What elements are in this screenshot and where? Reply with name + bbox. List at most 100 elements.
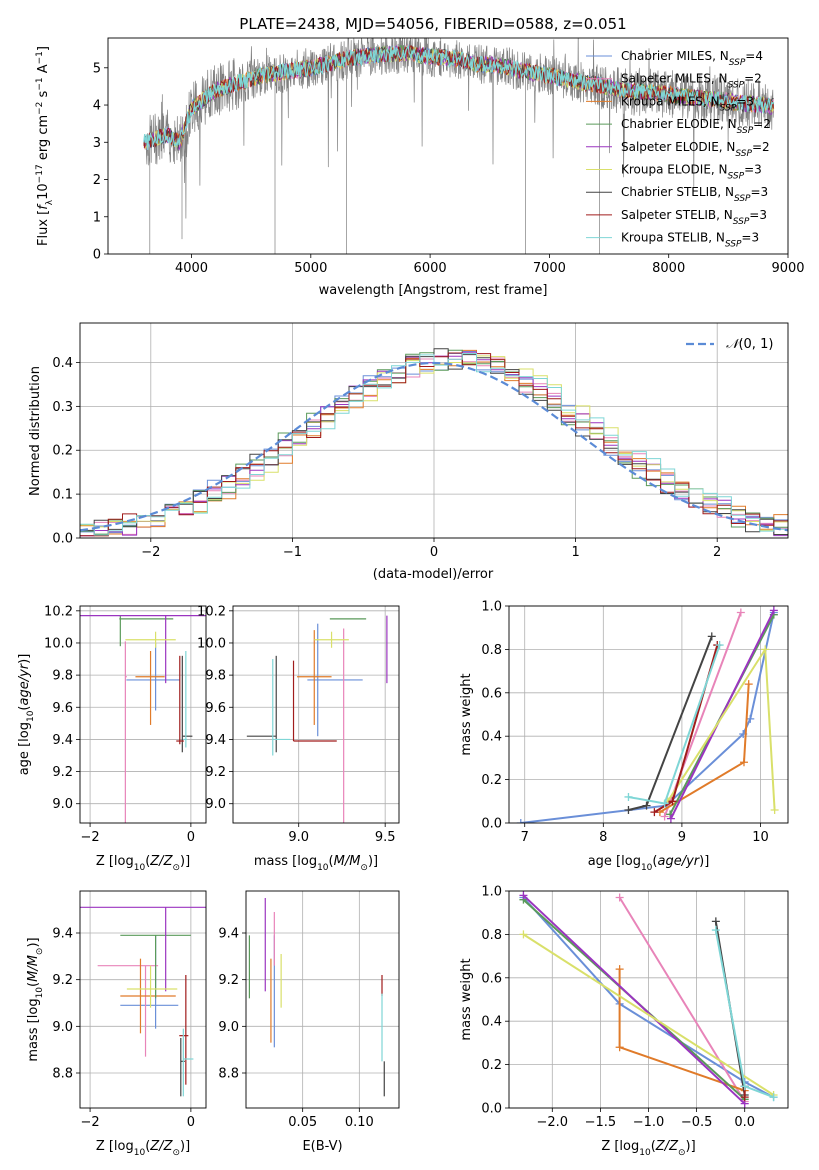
weight-marker xyxy=(666,814,675,823)
y-tick-label: 9.0 xyxy=(218,1020,239,1035)
model-spectrum xyxy=(143,44,775,150)
y-tick-label: 9.4 xyxy=(205,733,226,748)
legend-entry: Chabrier STELIB, NSSP=3 xyxy=(621,185,768,204)
error-bar xyxy=(307,623,363,737)
y-tick-label: 0.3 xyxy=(52,400,73,415)
x-tick-label: 10 xyxy=(752,830,769,845)
weight-marker xyxy=(711,917,720,926)
legend-entry: Chabrier MILES, NSSP=4 xyxy=(621,49,763,68)
weight-marker xyxy=(519,930,528,939)
y-axis-label: mass weight xyxy=(459,958,474,1040)
y-tick-label: 0.4 xyxy=(481,1015,502,1030)
legend-entry: Salpeter STELIB, NSSP=3 xyxy=(621,208,767,227)
y-axis-label: Normed distribution xyxy=(28,366,43,496)
y-tick-label: 3 xyxy=(93,136,101,151)
y-tick-label: 1.0 xyxy=(481,885,502,900)
weight-marker xyxy=(642,801,651,810)
y-axis-label: mass weight xyxy=(459,673,474,755)
residual-histogram xyxy=(80,355,788,531)
y-tick-label: 10.2 xyxy=(44,604,73,619)
legend-entry: Salpeter ELODIE, NSSP=2 xyxy=(621,140,770,159)
x-axis-label: wavelength [Angstrom, rest frame] xyxy=(319,283,548,298)
chart-residuals: −2 −1 0 1 2 0.0 0.1 0.2 0.3 0.4 𝒩(0, 1) (data-model… xyxy=(28,322,789,582)
x-tick-label: −2 xyxy=(141,545,160,560)
x-axis-label: Z [log10(Z/Z⊙)] xyxy=(601,1139,695,1158)
y-tick-label: 0.0 xyxy=(481,1102,502,1117)
error-bar xyxy=(176,655,184,745)
y-tick-label: 9.2 xyxy=(218,973,239,988)
legend-entry: Chabrier ELODIE, NSSP=2 xyxy=(621,117,771,136)
x-tick-label: 9.5 xyxy=(375,830,396,845)
y-tick-label: 9.4 xyxy=(218,927,239,942)
axes-frame xyxy=(79,605,207,824)
weight-marker xyxy=(615,893,624,902)
y-tick-label: 0.0 xyxy=(52,532,73,547)
x-tick-label: 5000 xyxy=(294,261,327,276)
error-bar xyxy=(120,958,176,1034)
x-tick-label: 0 xyxy=(187,830,195,845)
residual-histogram xyxy=(80,353,788,536)
error-bar xyxy=(182,1028,194,1097)
x-tick-label: 9.0 xyxy=(288,830,309,845)
x-tick-label: 0 xyxy=(430,545,438,560)
chart-mass-vs-ebv: 0.05 0.10 8.8 9.0 9.2 9.4 E(B-V) xyxy=(218,890,400,1154)
normal-curve xyxy=(80,361,788,532)
error-bar xyxy=(125,631,176,648)
y-tick-label: 0.8 xyxy=(481,643,502,658)
y-tick-label: 10.0 xyxy=(44,636,73,651)
x-tick-label: 7000 xyxy=(533,261,566,276)
chart-mass-vs-z: −2 0 8.8 9.0 9.2 9.4 Z [log10(Z/Z⊙)] mass [log1… xyxy=(26,890,207,1158)
legend-entry: 𝒩(0, 1) xyxy=(726,337,773,352)
y-tick-label: 9.4 xyxy=(52,733,73,748)
weight-marker xyxy=(707,632,716,641)
weight-marker xyxy=(740,1093,749,1102)
y-tick-label: 0.0 xyxy=(481,817,502,832)
y-axis-label: mass [log10(M/M⊙)] xyxy=(26,937,45,1061)
y-tick-label: 2 xyxy=(93,173,101,188)
y-tick-label: 10.0 xyxy=(197,636,226,651)
legend: Chabrier MILES, NSSP=4 Salpeter MILES, NS… xyxy=(586,49,771,250)
legend-entry: Kroupa MILES, NSSP=3 xyxy=(621,94,754,113)
error-bar xyxy=(135,651,165,725)
x-tick-label: 6000 xyxy=(414,261,447,276)
chart-weight-vs-z: −2.0 −1.5 −1.0 −0.5 0.0 0.0 0.2 0.4 0.6 0.8 1.0 Z [… xyxy=(459,885,789,1158)
x-tick-label: 8000 xyxy=(652,261,685,276)
x-tick-label: −0.5 xyxy=(681,1115,713,1130)
x-tick-label: 8 xyxy=(599,830,607,845)
x-axis-label: Z [log10(Z/Z⊙)] xyxy=(96,1139,190,1158)
y-tick-label: 9.2 xyxy=(205,765,226,780)
y-tick-label: 9.8 xyxy=(52,669,73,684)
y-tick-label: 0.2 xyxy=(481,773,502,788)
axes-frame xyxy=(232,605,400,824)
weight-marker xyxy=(660,812,669,821)
y-tick-label: 1.0 xyxy=(481,600,502,615)
y-tick-label: 9.4 xyxy=(52,927,73,942)
x-tick-label: −2 xyxy=(80,830,99,845)
y-tick-label: 0.4 xyxy=(481,730,502,745)
error-bar xyxy=(246,655,277,753)
y-tick-label: 0.6 xyxy=(481,686,502,701)
residual-histogram xyxy=(80,348,788,535)
plot-area xyxy=(246,615,388,823)
weight-marker xyxy=(744,680,753,689)
x-tick-label: 0.05 xyxy=(288,1115,317,1130)
weight-marker xyxy=(761,645,770,654)
y-tick-label: 4 xyxy=(93,99,101,114)
y-tick-label: 0.4 xyxy=(52,356,73,371)
x-tick-label: 2 xyxy=(713,545,721,560)
y-tick-label: 9.0 xyxy=(52,1020,73,1035)
y-axis-label: age [log10(age/yr)] xyxy=(17,654,36,776)
weight-marker xyxy=(668,797,677,806)
x-tick-label: −2 xyxy=(80,1115,99,1130)
weight-marker xyxy=(769,606,778,615)
y-axis-label: Flux [fλ10−17 erg cm−2 s−1 A−1] xyxy=(35,46,55,246)
weight-marker xyxy=(624,805,633,814)
error-bar xyxy=(314,631,349,648)
plot-area xyxy=(80,348,788,537)
weight-marker xyxy=(736,608,745,617)
chart-spectrum: 4000 5000 6000 7000 8000 9000 0 1 2 3 4 5 Chabrier M… xyxy=(35,37,805,298)
y-tick-label: 8.8 xyxy=(52,1067,73,1082)
plot-area xyxy=(80,906,206,1097)
x-tick-label: −1 xyxy=(283,545,302,560)
